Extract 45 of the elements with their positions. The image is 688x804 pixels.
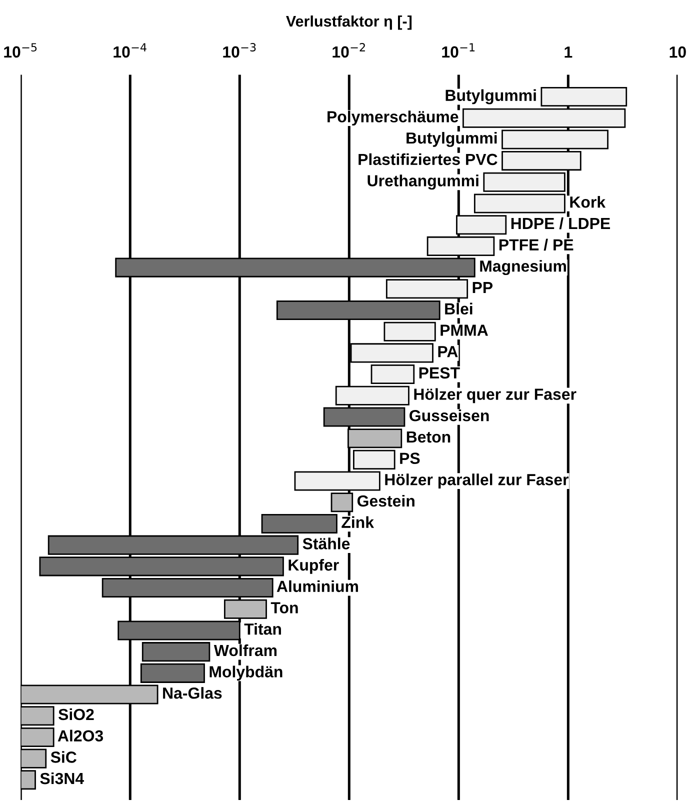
bar bbox=[142, 642, 210, 662]
y-tick-label: Kork bbox=[570, 196, 606, 208]
y-tick-label: Butylgummi bbox=[446, 89, 536, 104]
y-tick-label: SiO2 bbox=[58, 708, 94, 720]
y-tick-label: Na-Glas bbox=[163, 687, 222, 699]
y-tick-label: Si3N4 bbox=[40, 772, 84, 784]
y-tick-label: Titan bbox=[244, 623, 281, 635]
y-tick-label: Polymerschäume bbox=[328, 110, 458, 126]
y-tick-label: Hölzer parallel zur Faser bbox=[385, 474, 569, 488]
y-tick-label: Gestein bbox=[357, 494, 414, 507]
x-tick-label: 10$^{−3}$ bbox=[223, 43, 256, 58]
y-tick-label: Plastifiziertes PVC bbox=[358, 153, 498, 166]
bar bbox=[140, 663, 205, 683]
y-tick-label: PMMA bbox=[440, 324, 488, 336]
y-tick-label: Blei bbox=[445, 302, 472, 315]
bar bbox=[370, 364, 415, 384]
y-tick-label: HDPE / LDPE bbox=[511, 217, 610, 230]
bar bbox=[261, 514, 338, 534]
y-tick-label: Butylgummi bbox=[406, 132, 497, 147]
y-tick-label: Beton bbox=[406, 431, 450, 443]
y-tick-label: Gusseisen bbox=[410, 410, 489, 422]
x-tick-label: 10$^{−1}$ bbox=[442, 43, 475, 58]
y-tick-label: Aluminium bbox=[276, 580, 358, 592]
y-tick-label: Magnesium bbox=[480, 260, 566, 276]
x-tick-label: 10$^{−4}$ bbox=[114, 43, 146, 58]
y-tick-label: PTFE / PE bbox=[499, 238, 574, 251]
y-tick-label: PA bbox=[438, 346, 458, 358]
x-tick-label: 10$^{−5}$ bbox=[4, 43, 37, 58]
y-tick-label: PP bbox=[472, 282, 493, 294]
y-tick-label: Molybdän bbox=[210, 666, 282, 681]
y-tick-label: PEST bbox=[419, 367, 460, 379]
y-tick-label: Urethangummi bbox=[368, 174, 478, 190]
y-tick-label: Stähle bbox=[302, 538, 350, 550]
y-tick-label: Wolfram bbox=[214, 644, 277, 656]
y-tick-label: Al2O3 bbox=[58, 730, 104, 742]
x-tick-label: 1 bbox=[564, 46, 572, 58]
x-tick-label: 10$^{−2}$ bbox=[332, 43, 365, 58]
x-tick-label: 10 bbox=[670, 46, 686, 58]
y-tick-label: Ton bbox=[270, 602, 298, 614]
y-tick-label: Kupfer bbox=[288, 558, 339, 574]
y-tick-label: PS bbox=[400, 452, 420, 464]
y-tick-label: Zink bbox=[342, 516, 374, 528]
y-tick-label: SiC bbox=[50, 751, 76, 763]
y-tick-label: Hölzer quer zur Faser bbox=[414, 388, 576, 404]
x-axis-title: Verlustfaktor η [-] bbox=[286, 15, 412, 30]
